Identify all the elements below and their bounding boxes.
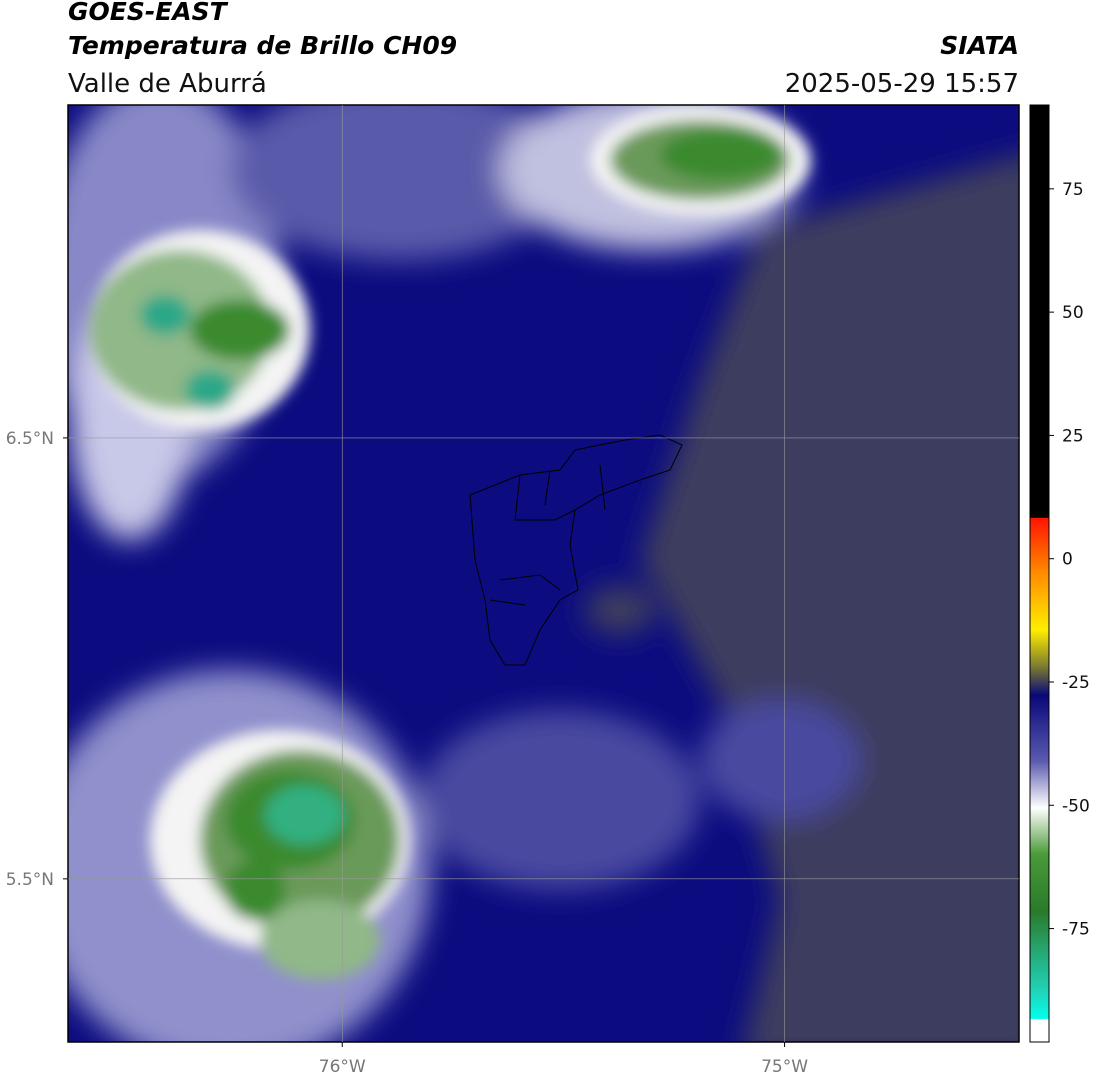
lat-label: 5.5°N	[6, 870, 54, 890]
title: GOES-EAST	[68, 0, 229, 26]
map-frame	[67, 104, 1020, 1043]
map-imagery	[68, 105, 1019, 1042]
subtitle: Temperatura de Brillo CH09	[68, 31, 457, 60]
colorbar-tick-label: -25	[1062, 673, 1090, 693]
lon-label: 75°W	[761, 1057, 808, 1077]
colorbar-tick-label: 0	[1062, 550, 1073, 570]
colorbar-tick-label: 75	[1062, 180, 1084, 200]
lat-label: 6.5°N	[6, 429, 54, 449]
colorbar	[1029, 104, 1050, 1043]
lon-label: 76°W	[319, 1057, 366, 1077]
municipal-boundaries	[469, 434, 683, 666]
colorbar-tick-label: 50	[1062, 303, 1084, 323]
source: SIATA	[940, 31, 1019, 60]
colorbar-tick-label: -50	[1062, 796, 1090, 816]
colorbar-tick-label: 25	[1062, 426, 1084, 446]
colorbar-tick-label: -75	[1062, 920, 1090, 940]
region: Valle de Aburrá	[68, 69, 267, 99]
timestamp: 2025-05-29 15:57	[785, 69, 1019, 99]
